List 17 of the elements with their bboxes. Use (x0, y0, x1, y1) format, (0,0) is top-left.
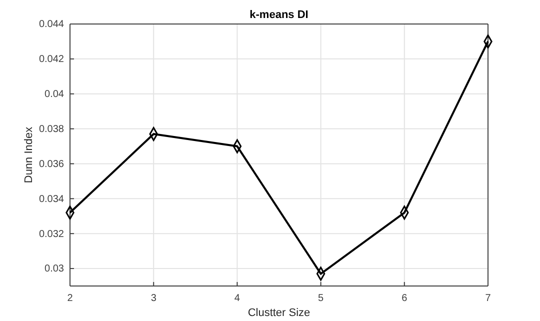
x-axis-title: Clustter Size (248, 307, 310, 319)
y-tick-label: 0.042 (38, 54, 64, 66)
y-tick-label: 0.038 (38, 124, 64, 135)
chart-title: k-means DI (250, 9, 308, 21)
y-tick-label: 0.034 (38, 194, 64, 205)
y-tick-label: 0.032 (38, 228, 64, 240)
x-tick-label: 6 (402, 293, 408, 304)
x-tick-label: 2 (67, 293, 74, 304)
x-tick-label: 5 (318, 293, 324, 304)
y-tick-label: 0.03 (44, 264, 64, 275)
y-tick-label: 0.044 (38, 19, 64, 30)
y-axis-title: Dunn Index (23, 126, 35, 184)
x-tick-label: 7 (485, 293, 492, 304)
x-tick-label: 4 (234, 293, 240, 304)
x-tick-label: 3 (150, 293, 157, 304)
y-tick-label: 0.04 (44, 89, 64, 100)
y-tick-label: 0.036 (38, 158, 64, 170)
